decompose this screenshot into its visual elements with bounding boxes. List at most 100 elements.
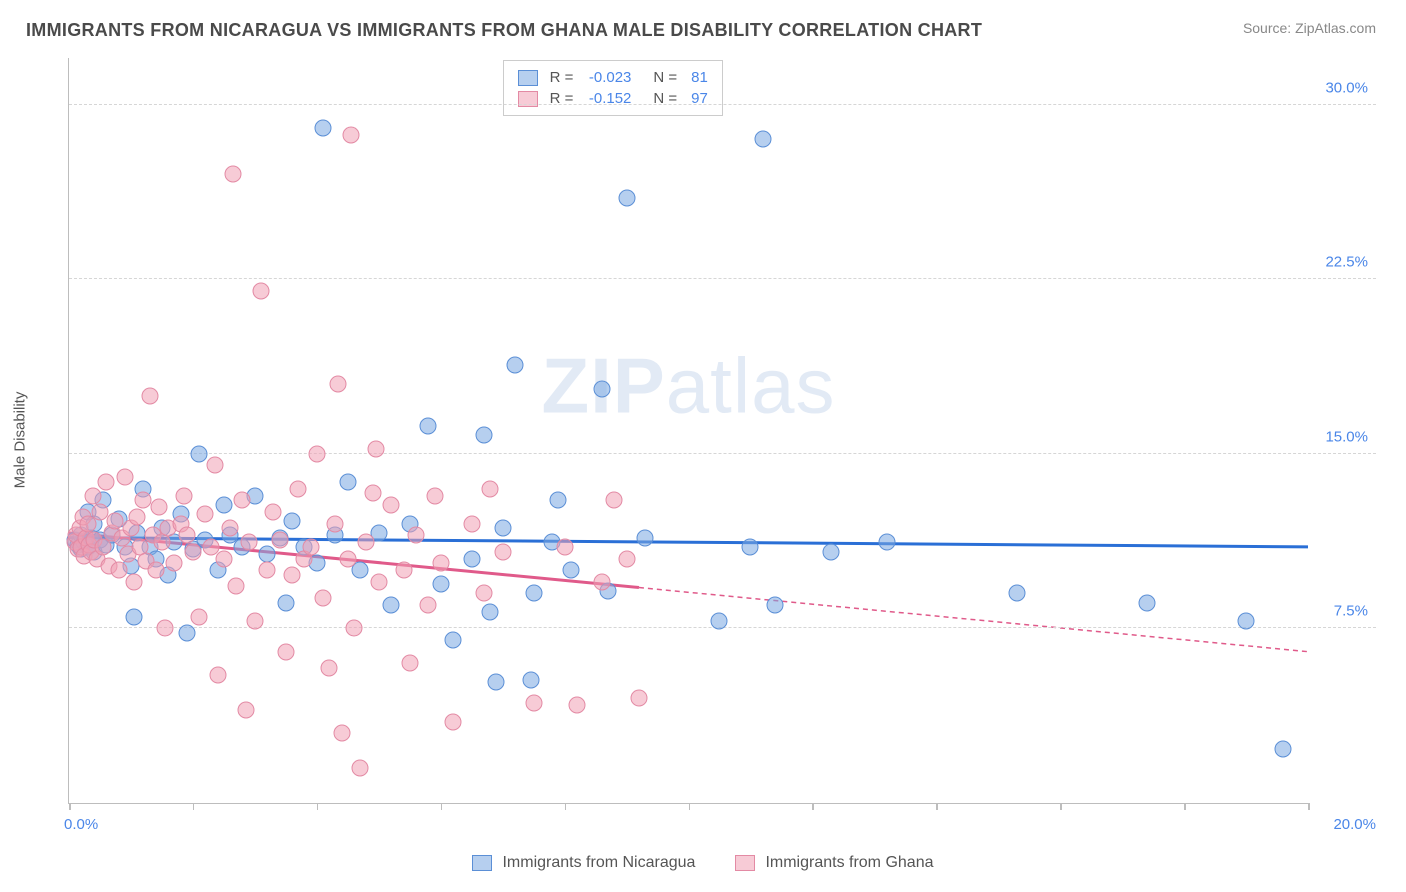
scatter-point	[358, 534, 375, 551]
scatter-point	[637, 529, 654, 546]
scatter-point	[488, 673, 505, 690]
x-tick	[441, 803, 443, 810]
scatter-point	[345, 620, 362, 637]
scatter-point	[246, 613, 263, 630]
scatter-point	[126, 573, 143, 590]
scatter-point	[476, 585, 493, 602]
x-tick	[1308, 803, 1310, 810]
x-tick	[812, 803, 814, 810]
chart-area: Male Disability ZIPatlas R =-0.023N =81R…	[50, 58, 1376, 822]
scatter-point	[271, 531, 288, 548]
scatter-point	[321, 659, 338, 676]
scatter-point	[1008, 585, 1025, 602]
scatter-point	[302, 538, 319, 555]
y-axis-title: Male Disability	[12, 392, 29, 489]
scatter-point	[259, 562, 276, 579]
scatter-point	[215, 497, 232, 514]
scatter-point	[225, 166, 242, 183]
scatter-point	[550, 492, 567, 509]
scatter-point	[110, 562, 127, 579]
n-label: N =	[653, 69, 677, 86]
scatter-point	[754, 131, 771, 148]
gridline	[69, 278, 1376, 279]
legend-label: Immigrants from Ghana	[765, 854, 933, 872]
legend-swatch	[518, 70, 538, 86]
x-tick	[193, 803, 195, 810]
scatter-point	[228, 578, 245, 595]
scatter-point	[222, 520, 239, 537]
scatter-point	[711, 613, 728, 630]
scatter-point	[240, 534, 257, 551]
scatter-point	[314, 590, 331, 607]
scatter-point	[367, 441, 384, 458]
scatter-point	[742, 538, 759, 555]
scatter-point	[370, 573, 387, 590]
scatter-point	[420, 417, 437, 434]
scatter-point	[327, 515, 344, 532]
scatter-point	[383, 497, 400, 514]
scatter-point	[476, 427, 493, 444]
scatter-point	[364, 485, 381, 502]
scatter-point	[618, 550, 635, 567]
scatter-point	[562, 562, 579, 579]
scatter-point	[482, 480, 499, 497]
scatter-point	[1138, 594, 1155, 611]
scatter-point	[330, 375, 347, 392]
scatter-point	[494, 520, 511, 537]
scatter-point	[126, 608, 143, 625]
scatter-point	[107, 513, 124, 530]
scatter-point	[352, 760, 369, 777]
x-tick	[1184, 803, 1186, 810]
bottom-legend: Immigrants from Nicaragua Immigrants from…	[0, 854, 1406, 872]
scatter-point	[432, 555, 449, 572]
scatter-point	[290, 480, 307, 497]
scatter-point	[494, 543, 511, 560]
r-label: R =	[550, 69, 574, 86]
scatter-point	[525, 694, 542, 711]
r-value: -0.023	[581, 69, 631, 86]
scatter-point	[522, 671, 539, 688]
scatter-point	[593, 380, 610, 397]
scatter-point	[150, 499, 167, 516]
scatter-point	[618, 189, 635, 206]
scatter-point	[166, 555, 183, 572]
stats-legend-row: R =-0.023N =81	[518, 67, 708, 88]
scatter-point	[135, 492, 152, 509]
scatter-point	[1275, 741, 1292, 758]
scatter-point	[175, 487, 192, 504]
scatter-point	[339, 473, 356, 490]
scatter-point	[342, 126, 359, 143]
scatter-point	[463, 515, 480, 532]
scatter-point	[525, 585, 542, 602]
scatter-point	[277, 594, 294, 611]
scatter-point	[482, 604, 499, 621]
chart-title: IMMIGRANTS FROM NICARAGUA VS IMMIGRANTS …	[26, 20, 982, 41]
scatter-point	[767, 597, 784, 614]
x-tick	[317, 803, 319, 810]
legend-item: Immigrants from Ghana	[735, 854, 933, 872]
scatter-point	[593, 573, 610, 590]
legend-swatch	[472, 855, 492, 871]
trend-lines	[69, 58, 1308, 803]
stats-legend-row: R =-0.152N =97	[518, 88, 708, 109]
scatter-point	[147, 562, 164, 579]
scatter-point	[178, 527, 195, 544]
scatter-point	[463, 550, 480, 567]
scatter-point	[630, 690, 647, 707]
scatter-point	[191, 608, 208, 625]
x-tick	[936, 803, 938, 810]
legend-label: Immigrants from Nicaragua	[502, 854, 695, 872]
scatter-point	[568, 697, 585, 714]
scatter-point	[237, 701, 254, 718]
scatter-point	[308, 445, 325, 462]
y-tick-label: 15.0%	[1325, 428, 1368, 445]
y-tick-label: 7.5%	[1334, 603, 1368, 620]
scatter-point	[339, 550, 356, 567]
scatter-point	[157, 620, 174, 637]
scatter-point	[314, 119, 331, 136]
gridline	[69, 104, 1376, 105]
scatter-point	[420, 597, 437, 614]
scatter-point	[116, 469, 133, 486]
scatter-point	[277, 643, 294, 660]
scatter-point	[259, 545, 276, 562]
